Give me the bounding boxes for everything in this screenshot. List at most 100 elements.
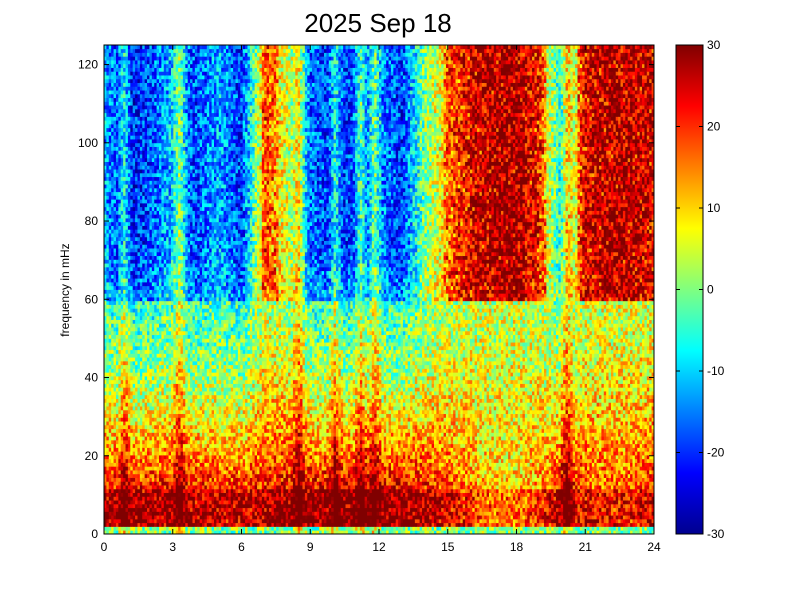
heatmap-cell: [149, 387, 152, 391]
heatmap-cell: [169, 101, 172, 105]
heatmap-cell: [106, 177, 109, 181]
heatmap-cell: [188, 56, 191, 60]
heatmap-cell: [123, 504, 126, 508]
heatmap-cell: [118, 124, 121, 128]
heatmap-cell: [147, 244, 150, 248]
heatmap-cell: [181, 474, 184, 478]
heatmap-cell: [116, 526, 119, 530]
heatmap-cell: [171, 150, 174, 154]
heatmap-cell: [116, 286, 119, 290]
heatmap-cell: [178, 116, 181, 120]
heatmap-cell: [133, 271, 136, 275]
heatmap-cell: [147, 286, 150, 290]
heatmap-cell: [159, 327, 162, 331]
heatmap-cell: [133, 515, 136, 519]
heatmap-cell: [130, 414, 133, 418]
heatmap-cell: [142, 143, 145, 147]
heatmap-cell: [190, 173, 193, 177]
heatmap-cell: [183, 98, 186, 102]
heatmap-cell: [159, 203, 162, 207]
heatmap-cell: [121, 169, 124, 173]
heatmap-cell: [109, 75, 112, 79]
heatmap-cell: [154, 470, 157, 474]
heatmap-cell: [149, 124, 152, 128]
heatmap-cell: [181, 361, 184, 365]
heatmap-cell: [116, 244, 119, 248]
heatmap-cell: [116, 120, 119, 124]
heatmap-cell: [135, 218, 138, 222]
heatmap-cell: [130, 105, 133, 109]
heatmap-cell: [183, 286, 186, 290]
heatmap-cell: [111, 259, 114, 263]
heatmap-cell: [152, 150, 155, 154]
heatmap-cell: [118, 132, 121, 136]
heatmap-cell: [140, 83, 143, 87]
heatmap-cell: [181, 417, 184, 421]
heatmap-cell: [166, 139, 169, 143]
heatmap-cell: [133, 139, 136, 143]
heatmap-cell: [130, 350, 133, 354]
heatmap-cell: [185, 429, 188, 433]
heatmap-cell: [154, 113, 157, 117]
heatmap-cell: [111, 184, 114, 188]
heatmap-cell: [106, 158, 109, 162]
heatmap-cell: [121, 410, 124, 414]
heatmap-cell: [188, 184, 191, 188]
heatmap-cell: [130, 68, 133, 72]
heatmap-cell: [142, 421, 145, 425]
heatmap-cell: [145, 229, 148, 233]
heatmap-cell: [176, 515, 179, 519]
heatmap-cell: [188, 447, 191, 451]
heatmap-cell: [169, 489, 172, 493]
heatmap-cell: [169, 402, 172, 406]
heatmap-cell: [118, 199, 121, 203]
heatmap-cell: [140, 440, 143, 444]
heatmap-cell: [149, 481, 152, 485]
heatmap-cell: [111, 271, 114, 275]
heatmap-cell: [181, 444, 184, 448]
heatmap-cell: [121, 511, 124, 515]
heatmap-cell: [126, 218, 129, 222]
heatmap-cell: [106, 327, 109, 331]
heatmap-cell: [106, 474, 109, 478]
heatmap-cell: [123, 500, 126, 504]
heatmap-cell: [130, 474, 133, 478]
heatmap-cell: [142, 331, 145, 335]
heatmap-cell: [128, 60, 131, 64]
heatmap-cell: [164, 391, 167, 395]
heatmap-cell: [164, 365, 167, 369]
heatmap-cell: [154, 173, 157, 177]
heatmap-cell: [176, 504, 179, 508]
heatmap-cell: [121, 451, 124, 455]
heatmap-cell: [133, 113, 136, 117]
heatmap-cell: [130, 271, 133, 275]
heatmap-cell: [164, 496, 167, 500]
heatmap-cell: [181, 53, 184, 57]
heatmap-cell: [133, 49, 136, 53]
heatmap-cell: [116, 444, 119, 448]
heatmap-cell: [142, 226, 145, 230]
heatmap-cell: [111, 323, 114, 327]
heatmap-cell: [111, 519, 114, 523]
heatmap-cell: [142, 192, 145, 196]
heatmap-cell: [114, 451, 117, 455]
heatmap-cell: [137, 500, 140, 504]
heatmap-cell: [149, 75, 152, 79]
heatmap-cell: [133, 380, 136, 384]
heatmap-cell: [109, 132, 112, 136]
heatmap-cell: [126, 290, 129, 294]
heatmap-cell: [195, 338, 198, 342]
heatmap-cell: [166, 432, 169, 436]
heatmap-cell: [185, 158, 188, 162]
heatmap-cell: [149, 282, 152, 286]
heatmap-cell: [142, 169, 145, 173]
heatmap-cell: [176, 158, 179, 162]
heatmap-cell: [133, 440, 136, 444]
heatmap-cell: [118, 372, 121, 376]
heatmap-cell: [178, 308, 181, 312]
heatmap-cell: [142, 256, 145, 260]
heatmap-cell: [169, 120, 172, 124]
heatmap-cell: [171, 188, 174, 192]
heatmap-cell: [195, 493, 198, 497]
heatmap-cell: [173, 466, 176, 470]
